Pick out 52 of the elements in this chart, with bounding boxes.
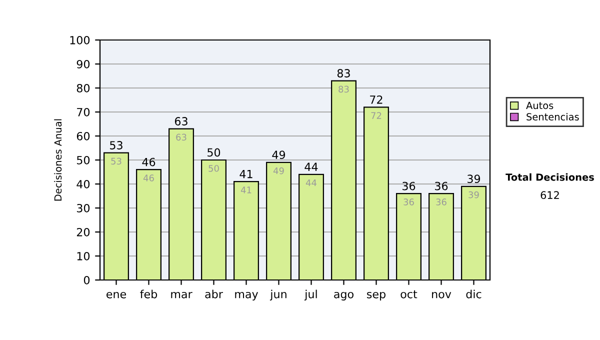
y-tick-label: 40 — [76, 180, 90, 188]
data-label: 36 — [404, 198, 414, 206]
x-tick-label: dic — [466, 290, 482, 298]
y-axis-title: Decisiones Anual — [54, 119, 62, 201]
total-label: 53 — [110, 141, 122, 150]
x-tick-label: sep — [367, 292, 386, 300]
x-tick-label: ene — [106, 292, 126, 298]
data-label: 50 — [208, 164, 219, 172]
data-label: 44 — [306, 179, 316, 186]
data-label: 49 — [273, 167, 284, 174]
data-label: 83 — [338, 86, 349, 93]
y-tick-label: 10 — [77, 252, 90, 260]
y-tick-label: 30 — [76, 204, 90, 212]
total-label: 63 — [174, 117, 188, 126]
y-tick-label: 20 — [76, 228, 90, 236]
total-label: 50 — [208, 148, 220, 157]
text: Total Decisiones — [506, 173, 594, 181]
total-label: 46 — [142, 158, 156, 166]
x-tick-label: jul — [304, 290, 317, 300]
total-label: 36 — [435, 182, 448, 190]
y-tick-label: 0 — [84, 276, 90, 284]
y-tick-label: 50 — [76, 156, 90, 164]
x-tick-label: abr — [205, 290, 223, 298]
total-label: 39 — [468, 174, 480, 184]
data-label: 46 — [143, 174, 154, 182]
total-label: 36 — [402, 182, 416, 190]
y-tick-label: 100 — [70, 36, 90, 44]
y-tick-label: 90 — [76, 60, 90, 68]
x-tick-label: may — [235, 292, 258, 300]
x-tick-label: feb — [140, 290, 158, 298]
legend-label: Autos — [526, 102, 554, 110]
data-label: 72 — [371, 112, 382, 119]
x-tick-label: mar — [171, 292, 192, 298]
x-tick-label: nov — [432, 292, 452, 298]
data-label: 36 — [436, 198, 446, 206]
data-label: 63 — [176, 134, 186, 141]
data-label: 53 — [111, 158, 122, 165]
data-label: 39 — [468, 191, 479, 198]
total-label: 72 — [370, 95, 382, 104]
data-label: 41 — [240, 186, 252, 194]
y-tick-label: 80 — [76, 84, 90, 92]
y-tick-label: 70 — [77, 108, 90, 116]
total-label: 41 — [240, 170, 252, 178]
total-label: 83 — [337, 69, 350, 78]
text: 612 — [540, 191, 559, 200]
total-label: 44 — [304, 162, 318, 171]
legend-label: Sentencias — [526, 112, 579, 120]
x-tick-label: ago — [334, 292, 354, 300]
total-label: 49 — [272, 150, 286, 160]
x-tick-label: jun — [270, 290, 286, 300]
x-tick-label: oct — [400, 290, 418, 298]
y-tick-label: 60 — [76, 132, 90, 140]
